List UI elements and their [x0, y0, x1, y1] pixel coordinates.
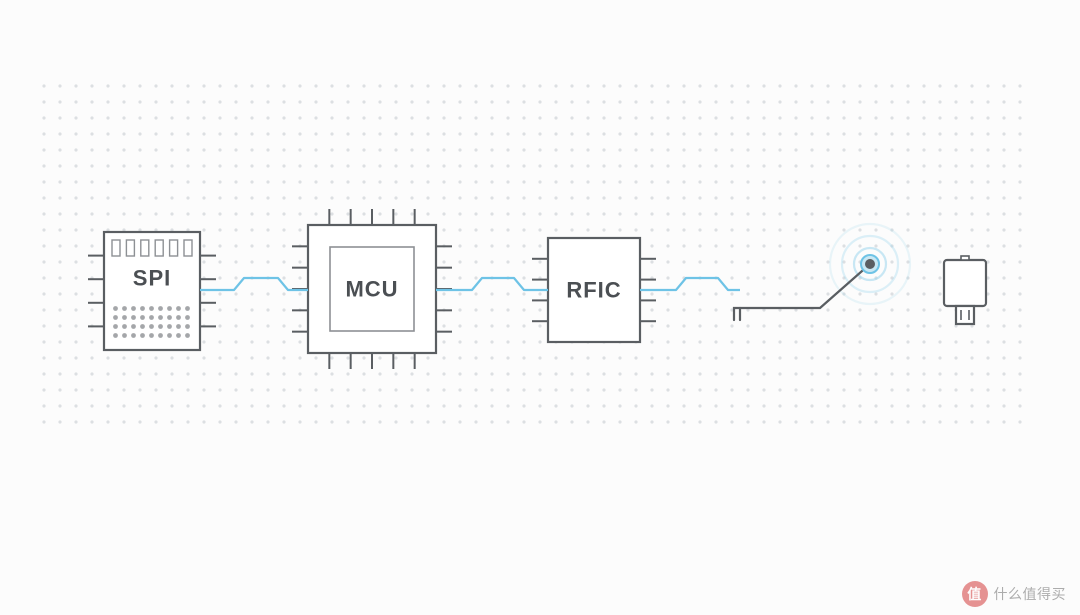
watermark-badge: 值 — [962, 581, 988, 607]
svg-text:SPI: SPI — [133, 266, 171, 291]
spi-chip: SPI — [88, 232, 216, 350]
svg-text:MCU: MCU — [345, 277, 398, 302]
svg-text:RFIC: RFIC — [566, 278, 621, 303]
rfic-chip: RFIC — [532, 238, 656, 342]
watermark: 值 什么值得买 — [962, 581, 1067, 607]
mcu-chip: MCU — [292, 209, 452, 369]
watermark-label: 什么值得买 — [994, 584, 1067, 604]
diagram-svg: SPI MCU RFIC — [0, 0, 1080, 615]
diagram-stage: SPI MCU RFIC 值 什么值得买 — [0, 0, 1080, 615]
